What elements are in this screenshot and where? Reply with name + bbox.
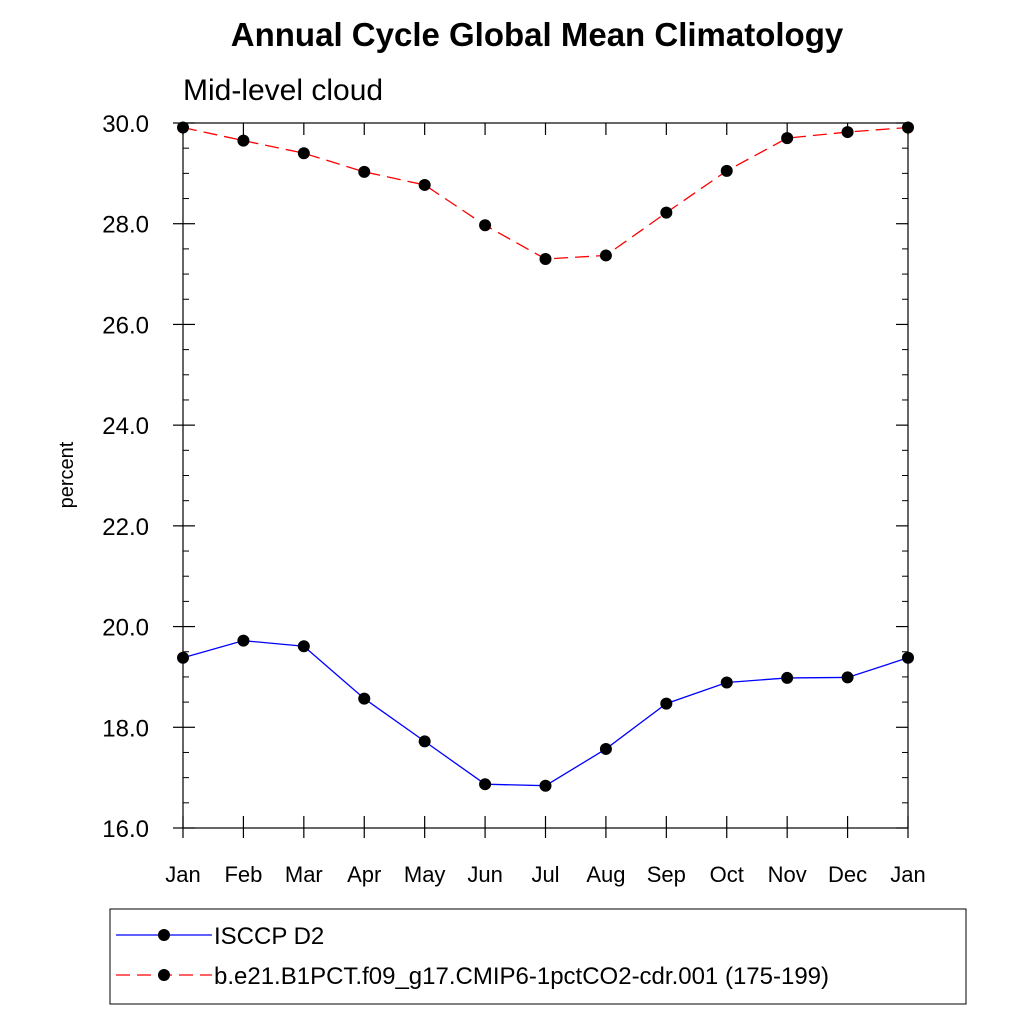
data-point	[479, 778, 492, 791]
data-point	[418, 735, 431, 748]
legend-marker	[158, 969, 170, 981]
data-point	[237, 634, 250, 647]
x-tick-label: Dec	[828, 862, 867, 887]
data-series	[177, 121, 914, 792]
x-tick-label: Nov	[768, 862, 807, 887]
x-tick-label: Mar	[285, 862, 323, 887]
y-axis-label: percent	[56, 441, 78, 508]
legend-label: ISCCP D2	[214, 923, 324, 950]
data-point	[781, 132, 794, 145]
y-tick-label: 30.0	[102, 111, 149, 138]
data-point	[781, 671, 794, 684]
x-tick-label: Feb	[224, 862, 262, 887]
x-tick-label: Oct	[710, 862, 744, 887]
y-tick-label: 20.0	[102, 615, 149, 642]
data-point	[358, 692, 371, 705]
y-tick-label: 18.0	[102, 715, 149, 742]
data-point	[539, 779, 552, 792]
x-tick-label: Jun	[467, 862, 502, 887]
x-tick-label: Sep	[647, 862, 686, 887]
x-tick-label: Jan	[165, 862, 200, 887]
plot-frame	[182, 122, 909, 829]
x-tick-label: May	[404, 862, 446, 887]
chart-title: Annual Cycle Global Mean Climatology	[231, 16, 844, 53]
data-point	[902, 121, 914, 134]
chart-subtitle: Mid-level cloud	[183, 74, 383, 107]
legend-entries: ISCCP D2 b.e21.B1PCT.f09_g17.CMIP6-1pctCO…	[116, 923, 829, 990]
legend-box	[109, 908, 967, 1005]
x-tick-label: Aug	[586, 862, 625, 887]
data-point	[177, 651, 189, 664]
y-tick-label: 22.0	[102, 514, 149, 541]
data-point	[902, 651, 914, 664]
legend: ISCCP D2 b.e21.B1PCT.f09_g17.CMIP6-1pctCO…	[109, 908, 967, 1005]
data-point	[599, 249, 612, 262]
data-point	[418, 178, 431, 191]
legend-label: b.e21.B1PCT.f09_g17.CMIP6-1pctCO2-cdr.00…	[214, 963, 829, 990]
data-point	[479, 219, 492, 232]
series-line-0	[182, 640, 909, 787]
data-point	[599, 742, 612, 755]
data-point	[841, 126, 854, 139]
legend-marker	[158, 929, 170, 941]
y-tick-label: 26.0	[102, 312, 149, 339]
data-point	[720, 164, 733, 177]
series-line-1	[182, 126, 909, 260]
data-point	[237, 134, 250, 147]
data-point	[297, 147, 310, 160]
y-tick-label: 28.0	[102, 212, 149, 239]
y-tick-label: 24.0	[102, 413, 149, 440]
data-point	[660, 697, 673, 710]
x-tick-label: Apr	[347, 862, 381, 887]
data-point	[660, 206, 673, 219]
data-point	[539, 252, 552, 265]
data-point	[358, 165, 371, 178]
data-point	[841, 671, 854, 684]
data-point	[297, 640, 310, 653]
axis-ticks: 16.0 18.0 20.0 22.0 24.0 26.0 28.0 30.0 Jan Feb Ma…	[102, 111, 925, 887]
data-point	[720, 676, 733, 689]
x-tick-label: Jul	[531, 862, 559, 887]
data-point	[177, 121, 189, 134]
x-tick-label: Jan	[890, 862, 925, 887]
y-tick-label: 16.0	[102, 816, 149, 843]
